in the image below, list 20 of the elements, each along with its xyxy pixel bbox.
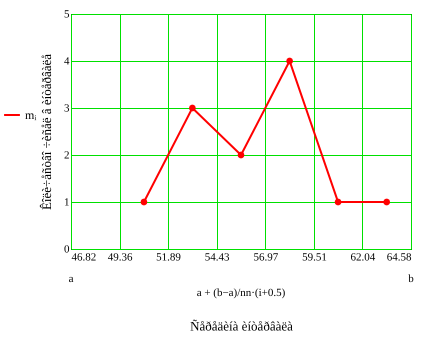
y-tick-label: 2 xyxy=(64,150,70,162)
x-tick-label: 54.43 xyxy=(204,252,230,264)
y-axis-title: Êîëè÷åñòâî ÷èñåë â èíòåðâàëå xyxy=(39,54,54,210)
text: b xyxy=(408,273,414,285)
text: a + (b−a)/nn·(i+0.5) xyxy=(196,287,286,299)
x-axis-title: Ñåðåäèíà èíòåðâàëà xyxy=(190,318,294,334)
text: a xyxy=(68,273,74,285)
x-tick-label: 64.58 xyxy=(386,252,412,264)
y-tick-label: 5 xyxy=(64,8,70,20)
legend-label: mᵢ xyxy=(25,108,36,122)
y-tick-label: 1 xyxy=(64,196,70,208)
x-tick-label: 56.97 xyxy=(253,252,279,264)
x-tick-label: 62.04 xyxy=(350,252,376,264)
y-tick-label: 4 xyxy=(64,56,70,68)
x-tick-label: 46.82 xyxy=(72,252,96,264)
y-tick-label: 3 xyxy=(64,102,70,114)
x-tick-label: 59.51 xyxy=(302,252,327,264)
x-tick-label: 49.36 xyxy=(108,252,133,264)
y-tick-label: 0 xyxy=(64,244,70,256)
x-tick-label: 51.89 xyxy=(156,252,182,264)
